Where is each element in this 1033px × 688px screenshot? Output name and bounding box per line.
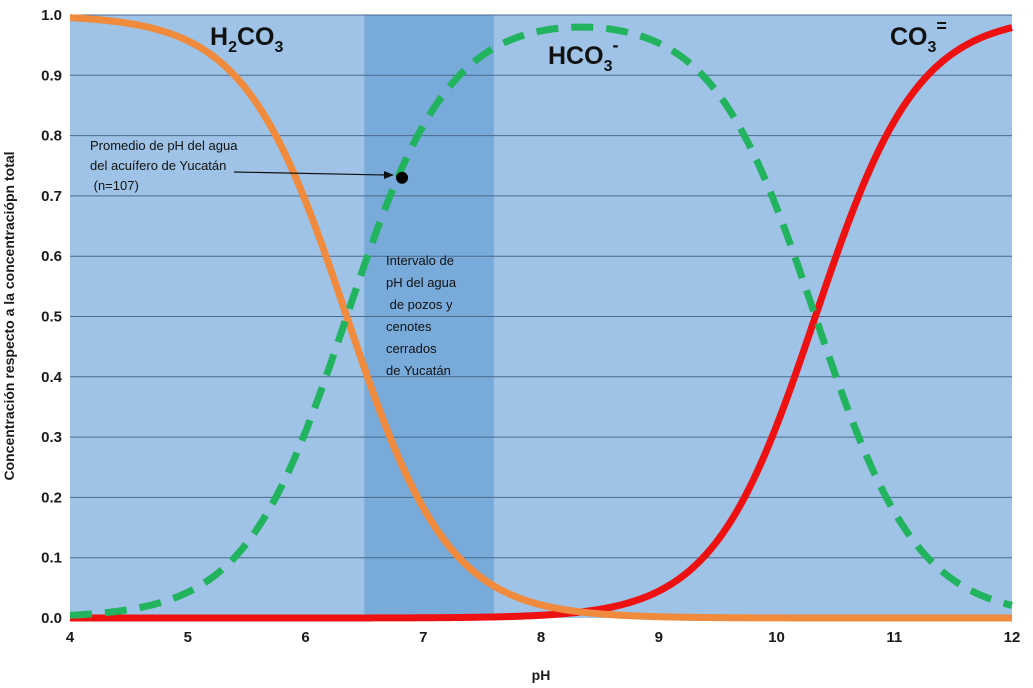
x-tick-label: 4 bbox=[66, 629, 75, 646]
svg-text:HCO3-: HCO3- bbox=[548, 35, 618, 75]
point-annotation-line-2: del acuífero de Yucatán bbox=[90, 158, 226, 173]
y-axis-title: Concentración respecto a la concentració… bbox=[1, 151, 17, 480]
svg-text:H2CO3: H2CO3 bbox=[210, 23, 283, 56]
svg-text:CO3=: CO3= bbox=[890, 16, 947, 56]
average-ph-point bbox=[396, 171, 409, 184]
x-tick-label: 5 bbox=[184, 629, 192, 646]
series-line-co3 bbox=[68, 24, 1014, 622]
point-annotation: Promedio de pH del agua del acuífero de … bbox=[90, 138, 394, 193]
y-tick-label: 0.8 bbox=[41, 128, 62, 145]
annotation-arrow-line bbox=[233, 171, 387, 176]
series-label-co3: CO3= bbox=[890, 16, 947, 56]
x-tick-label: 7 bbox=[419, 629, 427, 646]
x-tick-label: 12 bbox=[1004, 629, 1021, 646]
band-annotation: Intervalo de pH del agua de pozos y ceno… bbox=[386, 253, 457, 378]
y-tick-label: 1.0 bbox=[41, 7, 62, 24]
band-annotation-line-6: de Yucatán bbox=[386, 363, 451, 378]
x-tick-label: 6 bbox=[301, 629, 309, 646]
x-tick-label: 10 bbox=[768, 629, 785, 646]
y-tick-label: 0.7 bbox=[41, 188, 62, 205]
band-annotation-line-3: de pozos y bbox=[386, 297, 453, 312]
series-label-hco3: HCO3- bbox=[548, 35, 618, 75]
band-annotation-line-2: pH del agua bbox=[386, 275, 457, 290]
y-tick-label: 0.2 bbox=[41, 489, 62, 506]
point-annotation-line-1: Promedio de pH del agua bbox=[90, 138, 238, 153]
y-tick-label: 0.1 bbox=[41, 550, 62, 567]
y-tick-labels: 0.0 0.1 0.2 0.3 0.4 0.5 0.6 0.7 0.8 0.9 1.0 bbox=[41, 7, 63, 627]
y-tick-label: 0.0 bbox=[41, 610, 62, 627]
series-label-h2co3: H2CO3 bbox=[210, 23, 283, 56]
x-axis-title: pH bbox=[532, 667, 551, 683]
species-curves bbox=[68, 14, 1014, 622]
y-tick-label: 0.4 bbox=[41, 369, 63, 386]
series-line-hco3 bbox=[68, 23, 1014, 619]
y-tick-label: 0.6 bbox=[41, 248, 62, 265]
x-tick-labels: 4 5 6 7 8 9 10 11 12 bbox=[66, 629, 1021, 646]
y-tick-label: 0.5 bbox=[41, 309, 62, 326]
y-tick-label: 0.9 bbox=[41, 67, 62, 84]
x-tick-label: 11 bbox=[886, 629, 902, 646]
band-annotation-line-4: cenotes bbox=[386, 319, 432, 334]
band-annotation-line-5: cerrados bbox=[386, 341, 437, 356]
x-tick-label: 9 bbox=[655, 629, 663, 646]
point-annotation-line-3: (n=107) bbox=[90, 178, 139, 193]
annotation-arrowhead bbox=[384, 171, 394, 179]
series-line-h2co3 bbox=[68, 14, 1014, 622]
x-tick-label: 8 bbox=[537, 629, 545, 646]
y-tick-label: 0.3 bbox=[41, 429, 62, 446]
band-annotation-line-1: Intervalo de bbox=[386, 253, 454, 268]
